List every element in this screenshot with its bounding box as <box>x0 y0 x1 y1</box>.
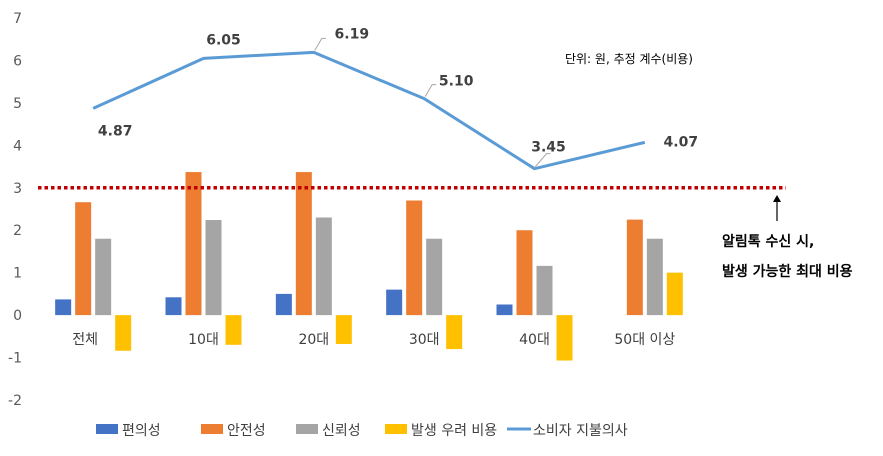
y-axis-ticks: -2 -1 0 1 2 3 4 5 6 7 <box>8 11 22 409</box>
callout-line-1: 알림톡 수신 시, <box>722 234 814 250</box>
unit-note: 단위: 원, 추정 계수(비용) <box>565 52 693 66</box>
bar-2 <box>185 172 202 316</box>
bar-4 <box>556 315 573 361</box>
y-tick-label: 5 <box>13 96 22 112</box>
bar-3 <box>536 265 553 316</box>
legend-swatch <box>296 424 318 434</box>
line-series: 4.87 6.05 6.19 5.10 3.45 4.07 <box>92 26 699 171</box>
line-data-label: 6.05 <box>206 32 241 48</box>
legend-swatch <box>385 424 407 434</box>
category-label: 30대 <box>409 332 440 348</box>
bar-3 <box>315 217 332 316</box>
category-label: 20대 <box>298 332 329 348</box>
bar-2 <box>626 219 643 316</box>
bar-1 <box>165 297 182 316</box>
category-labels: 전체 10대 20대 30대 40대 50대 이상 <box>72 332 675 348</box>
y-tick-label: 0 <box>13 308 22 324</box>
y-tick-label: -1 <box>8 351 22 367</box>
legend-label: 안전성 <box>227 423 266 439</box>
legend-label: 발생 우려 비용 <box>411 423 497 439</box>
label-leader-line <box>534 153 551 169</box>
legend-swatch <box>201 424 223 434</box>
bar-4 <box>446 315 463 350</box>
category-label: 50대 이상 <box>614 332 675 348</box>
y-tick-label: 4 <box>13 138 22 154</box>
bar-3 <box>646 238 663 316</box>
category-label: 40대 <box>519 332 550 348</box>
bar-1 <box>55 299 72 316</box>
callout-arrow <box>773 195 781 221</box>
label-leader-line <box>424 84 437 97</box>
label-leader-line <box>314 37 326 51</box>
bar-1 <box>275 293 292 316</box>
bar-1 <box>386 289 403 316</box>
callout-line-2: 발생 가능한 최대 비용 <box>722 263 853 280</box>
bar-2 <box>406 200 423 316</box>
category-label: 10대 <box>188 332 219 348</box>
y-tick-label: 2 <box>13 223 22 239</box>
legend-label: 편의성 <box>122 423 161 439</box>
bar-3 <box>426 238 443 316</box>
bar-2 <box>516 230 533 316</box>
y-tick-label: 6 <box>13 53 22 69</box>
arrow-head <box>773 195 781 202</box>
bar-4 <box>225 315 242 345</box>
bars <box>55 172 683 361</box>
bar-2 <box>75 202 92 316</box>
legend-label: 소비자 지불의사 <box>533 423 628 439</box>
bar-4 <box>666 272 683 316</box>
line-data-label: 5.10 <box>439 74 474 90</box>
bar-1 <box>496 304 513 316</box>
bar-4 <box>335 315 352 344</box>
bar-3 <box>205 220 222 316</box>
bar-2 <box>295 172 312 316</box>
legend-label: 신뢰성 <box>322 423 361 439</box>
y-tick-label: 1 <box>13 266 22 282</box>
line-data-label: 6.19 <box>335 26 370 42</box>
bar-3 <box>95 238 112 316</box>
bar-4 <box>115 315 132 351</box>
line-data-label: 3.45 <box>531 140 566 156</box>
y-tick-label: 3 <box>13 181 22 197</box>
legend-swatch <box>96 424 118 434</box>
category-label: 전체 <box>72 332 98 348</box>
line-data-label: 4.87 <box>98 123 133 139</box>
y-tick-label: 7 <box>13 11 22 27</box>
line-path <box>92 50 646 171</box>
legend: 편의성 안전성 신뢰성 발생 우려 비용 소비자 지불의사 <box>96 423 628 439</box>
line-data-label: 4.07 <box>664 134 699 150</box>
y-tick-label: -2 <box>8 393 22 409</box>
